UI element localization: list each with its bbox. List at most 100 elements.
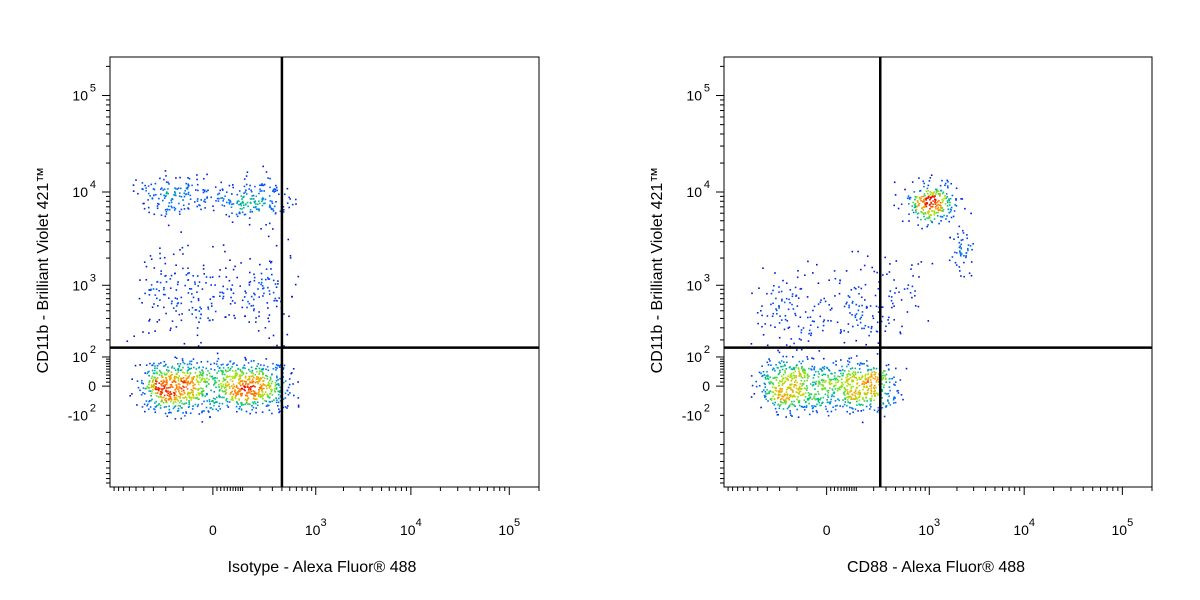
event-dot xyxy=(949,201,951,204)
event-dot xyxy=(800,348,803,351)
event-dot xyxy=(165,181,168,183)
event-dot xyxy=(885,364,888,367)
event-dot xyxy=(175,187,177,190)
event-dot xyxy=(225,378,227,381)
event-dot xyxy=(237,368,239,370)
event-dot xyxy=(237,403,239,405)
event-dot xyxy=(819,404,821,407)
event-dot xyxy=(270,390,273,393)
event-dot xyxy=(174,381,177,383)
event-dot xyxy=(777,393,780,396)
event-dot xyxy=(765,375,767,377)
event-dot xyxy=(907,284,910,286)
event-dot xyxy=(239,393,242,396)
event-dot xyxy=(903,288,906,290)
event-dot xyxy=(228,203,231,205)
event-dot xyxy=(274,188,277,191)
event-dot xyxy=(187,376,190,379)
event-dot xyxy=(859,404,861,406)
event-dot xyxy=(266,384,269,386)
event-dot xyxy=(869,379,872,381)
event-dot xyxy=(802,406,805,408)
event-dot xyxy=(230,296,232,299)
event-dot xyxy=(790,372,793,375)
event-dot xyxy=(275,388,278,390)
event-dot xyxy=(774,393,776,395)
event-dot xyxy=(789,302,791,304)
event-dot xyxy=(213,377,215,380)
event-dot xyxy=(779,391,782,393)
event-dot xyxy=(936,188,938,191)
event-dot xyxy=(222,198,225,200)
event-dot xyxy=(155,386,157,388)
event-dot xyxy=(154,372,156,375)
event-dot xyxy=(914,290,916,292)
event-dot xyxy=(873,409,876,411)
event-dot xyxy=(923,199,925,201)
event-dot xyxy=(273,399,275,401)
event-dot xyxy=(167,181,169,184)
event-dot xyxy=(268,206,271,208)
event-dot xyxy=(242,373,245,375)
event-dot xyxy=(274,283,277,285)
event-dot xyxy=(162,189,164,191)
event-dot xyxy=(160,390,162,393)
event-dot xyxy=(144,372,146,374)
event-dot xyxy=(791,295,794,298)
event-dot xyxy=(179,369,182,372)
event-dot xyxy=(846,380,849,382)
event-dot xyxy=(833,385,835,388)
event-dot xyxy=(153,267,156,269)
event-dot xyxy=(145,387,148,390)
event-dot xyxy=(188,401,190,404)
event-dot xyxy=(173,194,175,196)
event-dot xyxy=(178,313,181,316)
event-dot xyxy=(199,204,201,207)
event-dot xyxy=(767,375,769,378)
event-dot xyxy=(873,373,875,376)
event-dot xyxy=(202,268,205,270)
event-dot xyxy=(187,177,189,179)
event-dot xyxy=(157,389,160,392)
event-dot xyxy=(173,394,175,397)
event-dot xyxy=(778,291,780,293)
event-dot xyxy=(923,185,925,188)
event-dot xyxy=(217,357,220,360)
event-dot xyxy=(171,206,173,209)
event-dot xyxy=(931,220,933,223)
event-dot xyxy=(241,371,243,374)
event-dot xyxy=(214,186,217,188)
event-dot xyxy=(174,207,177,210)
event-dot xyxy=(849,376,852,379)
event-dot xyxy=(852,374,855,376)
y-tick-exponent: 2 xyxy=(704,402,710,414)
event-dot xyxy=(922,200,924,203)
event-dot xyxy=(248,223,251,226)
event-dot xyxy=(841,382,843,384)
event-dot xyxy=(225,388,228,391)
event-dot xyxy=(170,376,172,379)
event-dot xyxy=(793,368,796,371)
event-dot xyxy=(238,398,240,400)
event-dot xyxy=(854,367,857,370)
event-dot xyxy=(262,387,265,390)
x-tick-label: 103 xyxy=(918,517,940,538)
event-dot xyxy=(753,393,756,395)
event-dot xyxy=(864,378,867,381)
event-dot xyxy=(255,391,257,394)
event-dot xyxy=(182,377,185,379)
event-dot xyxy=(881,374,884,377)
event-dot xyxy=(877,288,880,290)
event-dot xyxy=(800,331,803,334)
event-dot xyxy=(169,391,172,393)
event-dot xyxy=(934,201,936,204)
event-dot xyxy=(278,384,280,387)
event-dot xyxy=(800,375,802,378)
event-dot xyxy=(965,256,967,259)
event-dot xyxy=(911,296,913,299)
event-dot xyxy=(265,224,267,226)
event-dot xyxy=(796,408,798,411)
event-dot xyxy=(851,398,854,400)
event-dot xyxy=(266,365,269,368)
event-dot xyxy=(862,409,865,411)
